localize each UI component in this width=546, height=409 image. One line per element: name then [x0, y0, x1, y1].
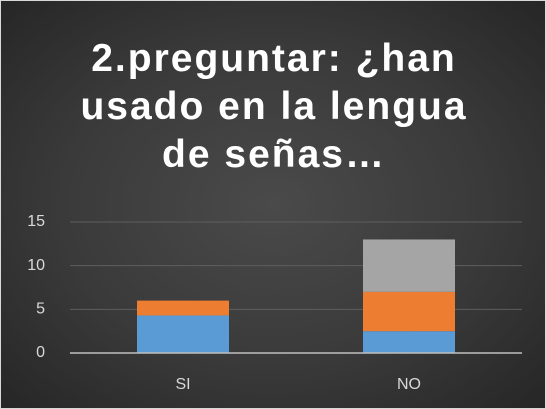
bar-segment	[363, 291, 455, 332]
bar-segment	[137, 300, 229, 316]
chart-title: 2.preguntar: ¿han usado en la lengua de …	[80, 37, 468, 176]
y-tick-label: 10	[27, 257, 45, 274]
bar-segment	[363, 239, 455, 292]
bar-segment	[137, 315, 229, 353]
y-tick-label: 15	[27, 213, 45, 230]
y-tick-label: 5	[36, 301, 45, 318]
y-tick-label: 0	[36, 344, 45, 361]
x-tick-label: NO	[397, 376, 421, 393]
bar-segment	[363, 331, 455, 353]
x-tick-label: SI	[175, 376, 190, 393]
